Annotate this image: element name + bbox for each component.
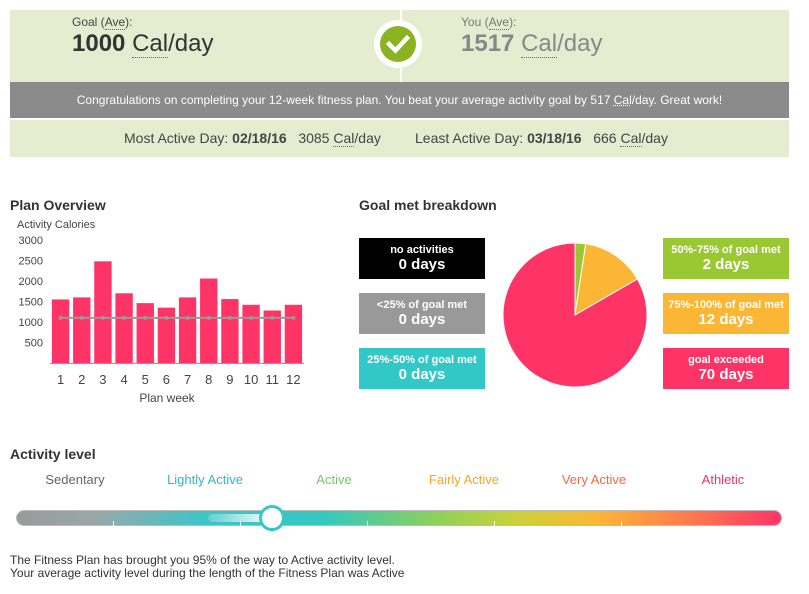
track-tick — [494, 521, 495, 526]
activity-progress-fill — [208, 514, 270, 522]
bar — [115, 293, 133, 363]
goal-marker — [185, 315, 190, 320]
y-tick-label: 1000 — [19, 317, 43, 329]
x-tick-label: 10 — [244, 372, 258, 387]
goal-breakdown-title: Goal met breakdown — [359, 197, 497, 213]
x-tick-label: 11 — [266, 372, 280, 387]
goal-marker — [164, 315, 169, 320]
x-tick-label: 2 — [78, 372, 85, 387]
track-tick — [621, 521, 622, 526]
goal-marker — [291, 315, 296, 320]
goal-marker — [79, 315, 84, 320]
bar — [136, 303, 154, 363]
track-tick — [367, 521, 368, 526]
legend-label: <25% of goal met — [376, 299, 468, 311]
bar — [263, 310, 281, 363]
bar — [284, 304, 303, 363]
goal-value: 1000 Cal/day — [72, 30, 214, 58]
active-days-bar: Most Active Day: 02/18/16 3085 Cal/day L… — [10, 120, 789, 157]
activity-level-title: Activity level — [10, 446, 96, 462]
y-tick-label: 2500 — [19, 256, 43, 268]
you-label: You (Ave): — [461, 15, 517, 30]
legend-no-activities: no activities 0 days — [359, 238, 485, 279]
goal-marker — [58, 315, 63, 320]
goal-marker — [249, 315, 254, 320]
bar — [94, 261, 112, 363]
x-tick-label: 5 — [142, 372, 149, 387]
x-tick-label: 8 — [205, 372, 212, 387]
legend-value: 70 days — [698, 366, 754, 383]
level-fairly-active: Fairly Active — [428, 472, 500, 487]
y-tick-label: 2000 — [19, 276, 43, 288]
checkmark-icon — [380, 26, 416, 62]
legend-value: 2 days — [702, 256, 750, 273]
legend-label: 50%-75% of goal met — [671, 244, 781, 256]
x-tick-label: 9 — [226, 372, 233, 387]
goal-marker — [270, 315, 275, 320]
goal-marker — [206, 315, 211, 320]
activity-summary-text: The Fitness Plan has brought you 95% of … — [10, 554, 404, 580]
goal-marker — [143, 315, 148, 320]
legend-value: 12 days — [698, 311, 754, 328]
bar — [73, 297, 91, 363]
legend-goal-exceeded: goal exceeded 70 days — [663, 348, 789, 389]
x-axis-label: Plan week — [139, 391, 195, 405]
level-active: Active — [316, 472, 352, 487]
activity-summary-line1: The Fitness Plan has brought you 95% of … — [10, 553, 395, 567]
bar — [157, 307, 176, 363]
legend-label: 25%-50% of goal met — [367, 354, 477, 366]
you-value: 1517 Cal/day — [461, 30, 603, 58]
legend-value: 0 days — [398, 256, 446, 273]
legend-label: 75%-100% of goal met — [668, 299, 784, 311]
legend-50-75: 50%-75% of goal met 2 days — [663, 238, 789, 279]
goal-marker — [100, 315, 105, 320]
level-athletic: Athletic — [701, 472, 745, 487]
bar — [200, 278, 218, 363]
y-tick-label: 3000 — [19, 235, 43, 247]
activity-level-track — [16, 510, 782, 526]
x-tick-label: 1 — [57, 372, 64, 387]
plan-overview-chart: Activity Calories 500 1000 1500 2000 2500 3000… — [17, 219, 304, 405]
track-tick — [240, 521, 241, 526]
bar — [242, 304, 260, 363]
legend-25-50: 25%-50% of goal met 0 days — [359, 348, 485, 389]
pie-slice — [574, 243, 639, 316]
x-tick-label: 12 — [286, 372, 300, 387]
bar — [221, 299, 239, 363]
bar — [178, 297, 197, 363]
legend-under-25: <25% of goal met 0 days — [359, 293, 485, 334]
x-tick-label: 6 — [163, 372, 170, 387]
x-tick-label: 3 — [99, 372, 106, 387]
least-active-day: Least Active Day: 03/18/16 666 Cal/day — [415, 130, 668, 147]
congratulations-banner: Congratulations on completing your 12-we… — [10, 82, 789, 118]
x-tick-label: 7 — [184, 372, 191, 387]
track-tick — [113, 521, 114, 526]
legend-label: no activities — [390, 244, 454, 256]
goal-breakdown-pie — [502, 242, 648, 388]
legend-value: 0 days — [398, 311, 446, 328]
y-tick-label: 1500 — [19, 297, 43, 309]
activity-level-marker — [259, 505, 285, 531]
goal-label: Goal (Ave): — [72, 15, 133, 30]
level-very-active: Very Active — [561, 472, 627, 487]
most-active-day: Most Active Day: 02/18/16 3085 Cal/day — [124, 130, 381, 147]
goal-marker — [227, 315, 232, 320]
activity-summary-line2: Your average activity level during the l… — [10, 566, 405, 580]
bar — [51, 299, 70, 363]
legend-75-100: 75%-100% of goal met 12 days — [663, 293, 789, 334]
y-tick-label: 500 — [25, 338, 43, 350]
goal-marker — [122, 315, 127, 320]
legend-label: goal exceeded — [688, 354, 764, 366]
y-axis-label: Activity Calories — [17, 219, 96, 231]
level-sedentary: Sedentary — [45, 472, 105, 487]
pie-slice — [502, 242, 648, 388]
x-tick-label: 4 — [120, 372, 127, 387]
legend-value: 0 days — [398, 366, 446, 383]
plan-overview-title: Plan Overview — [10, 197, 106, 213]
level-lightly-active: Lightly Active — [167, 472, 243, 487]
